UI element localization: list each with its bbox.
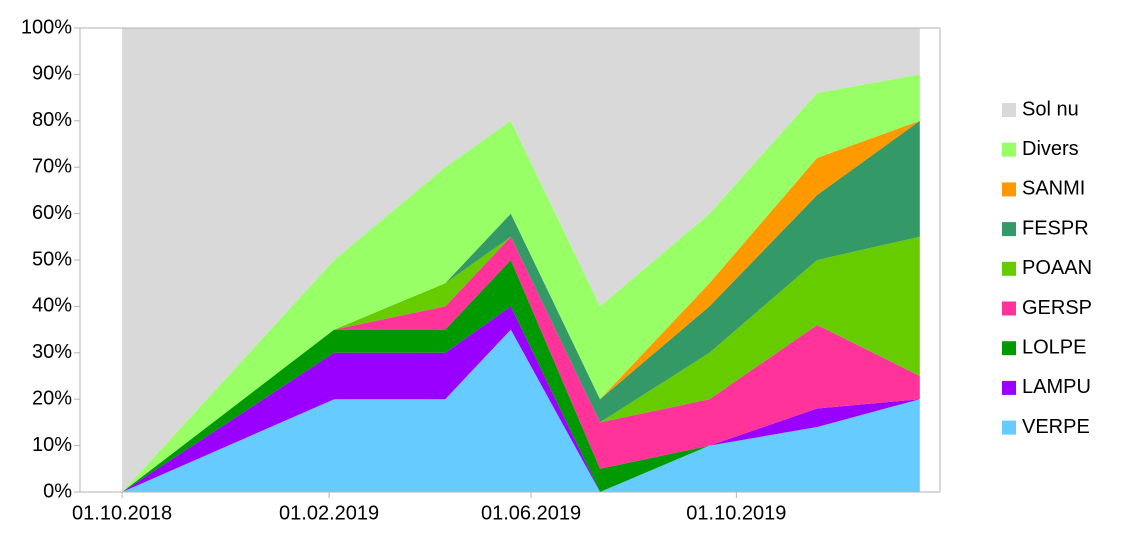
legend-swatch bbox=[1002, 261, 1016, 276]
y-tick-label: 20% bbox=[32, 387, 72, 409]
legend-swatch bbox=[1002, 182, 1016, 197]
legend-label: LOLPE bbox=[1022, 336, 1086, 358]
x-tick-label: 01.10.2018 bbox=[72, 502, 172, 524]
x-tick-label: 01.10.2019 bbox=[686, 502, 786, 524]
legend-label: Divers bbox=[1022, 138, 1079, 160]
y-tick-label: 90% bbox=[32, 63, 72, 85]
area bbox=[122, 260, 920, 492]
legend-swatch bbox=[1002, 301, 1016, 316]
area bbox=[122, 120, 920, 493]
y-tick-label: 40% bbox=[32, 295, 72, 317]
y-tick-label: 80% bbox=[32, 109, 72, 131]
legend-swatch bbox=[1002, 420, 1016, 435]
y-tick-label: 70% bbox=[32, 155, 72, 177]
x-tick-label: 01.02.2019 bbox=[279, 502, 379, 524]
legend-swatch bbox=[1002, 142, 1016, 157]
area bbox=[122, 74, 920, 493]
legend-label: FESPR bbox=[1022, 217, 1089, 239]
area bbox=[122, 236, 920, 492]
area bbox=[122, 120, 920, 493]
area bbox=[122, 236, 920, 492]
y-tick-label: 50% bbox=[32, 248, 72, 270]
legend-swatch bbox=[1002, 341, 1016, 356]
legend-swatch bbox=[1002, 103, 1016, 117]
legend-label: LAMPU bbox=[1022, 376, 1091, 398]
area bbox=[122, 28, 920, 492]
legend-label: Sol nu bbox=[1022, 98, 1079, 120]
area bbox=[122, 329, 920, 492]
legend-label: GERSP bbox=[1022, 297, 1092, 319]
legend-swatch bbox=[1002, 222, 1016, 237]
x-tick-label: 01.06.2019 bbox=[481, 502, 581, 524]
legend-swatch bbox=[1002, 380, 1016, 395]
y-tick-label: 100% bbox=[21, 16, 72, 38]
y-tick-label: 30% bbox=[32, 341, 72, 363]
y-tick-label: 60% bbox=[32, 202, 72, 224]
area bbox=[122, 306, 920, 492]
legend-label: SANMI bbox=[1022, 178, 1085, 200]
legend-label: VERPE bbox=[1022, 416, 1090, 438]
legend-label: POAAN bbox=[1022, 257, 1092, 279]
y-tick-label: 0% bbox=[43, 480, 72, 502]
y-tick-label: 10% bbox=[32, 434, 72, 456]
